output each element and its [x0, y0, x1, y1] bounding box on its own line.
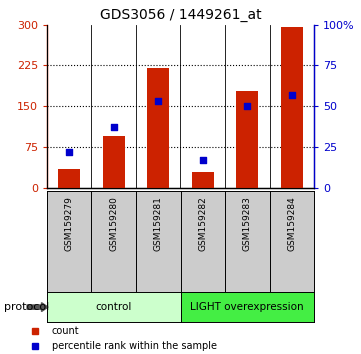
Text: control: control	[96, 302, 132, 312]
Text: protocol: protocol	[4, 302, 49, 312]
Text: GSM159280: GSM159280	[109, 196, 118, 251]
Text: GSM159284: GSM159284	[287, 196, 296, 251]
Point	[289, 92, 295, 98]
Bar	[147, 68, 169, 188]
Bar	[58, 169, 80, 188]
Text: count: count	[52, 326, 79, 336]
Text: LIGHT overexpression: LIGHT overexpression	[191, 302, 304, 312]
Text: GSM159283: GSM159283	[243, 196, 252, 251]
Text: GSM159279: GSM159279	[65, 196, 74, 251]
Title: GDS3056 / 1449261_at: GDS3056 / 1449261_at	[100, 8, 261, 22]
Text: GSM159282: GSM159282	[198, 196, 207, 251]
Text: GSM159281: GSM159281	[154, 196, 163, 251]
Text: percentile rank within the sample: percentile rank within the sample	[52, 342, 217, 352]
Bar	[236, 91, 258, 188]
Point	[111, 125, 117, 130]
Point	[244, 103, 250, 109]
Point	[200, 157, 206, 163]
Bar	[103, 136, 125, 188]
Bar	[192, 172, 214, 188]
Bar	[280, 28, 303, 188]
Point	[155, 98, 161, 104]
Point	[66, 149, 72, 155]
